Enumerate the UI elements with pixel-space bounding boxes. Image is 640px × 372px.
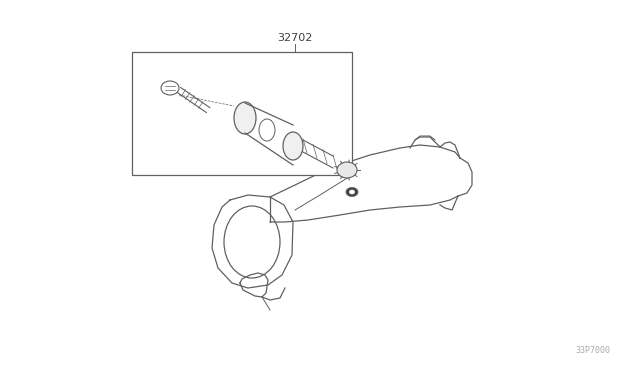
Text: 32702: 32702 bbox=[277, 33, 313, 43]
Bar bbox=[132, 52, 352, 175]
Ellipse shape bbox=[234, 102, 256, 134]
Ellipse shape bbox=[346, 187, 358, 196]
Text: 33P7000: 33P7000 bbox=[575, 346, 610, 355]
Ellipse shape bbox=[349, 190, 355, 194]
Ellipse shape bbox=[283, 132, 303, 160]
Ellipse shape bbox=[337, 162, 357, 178]
